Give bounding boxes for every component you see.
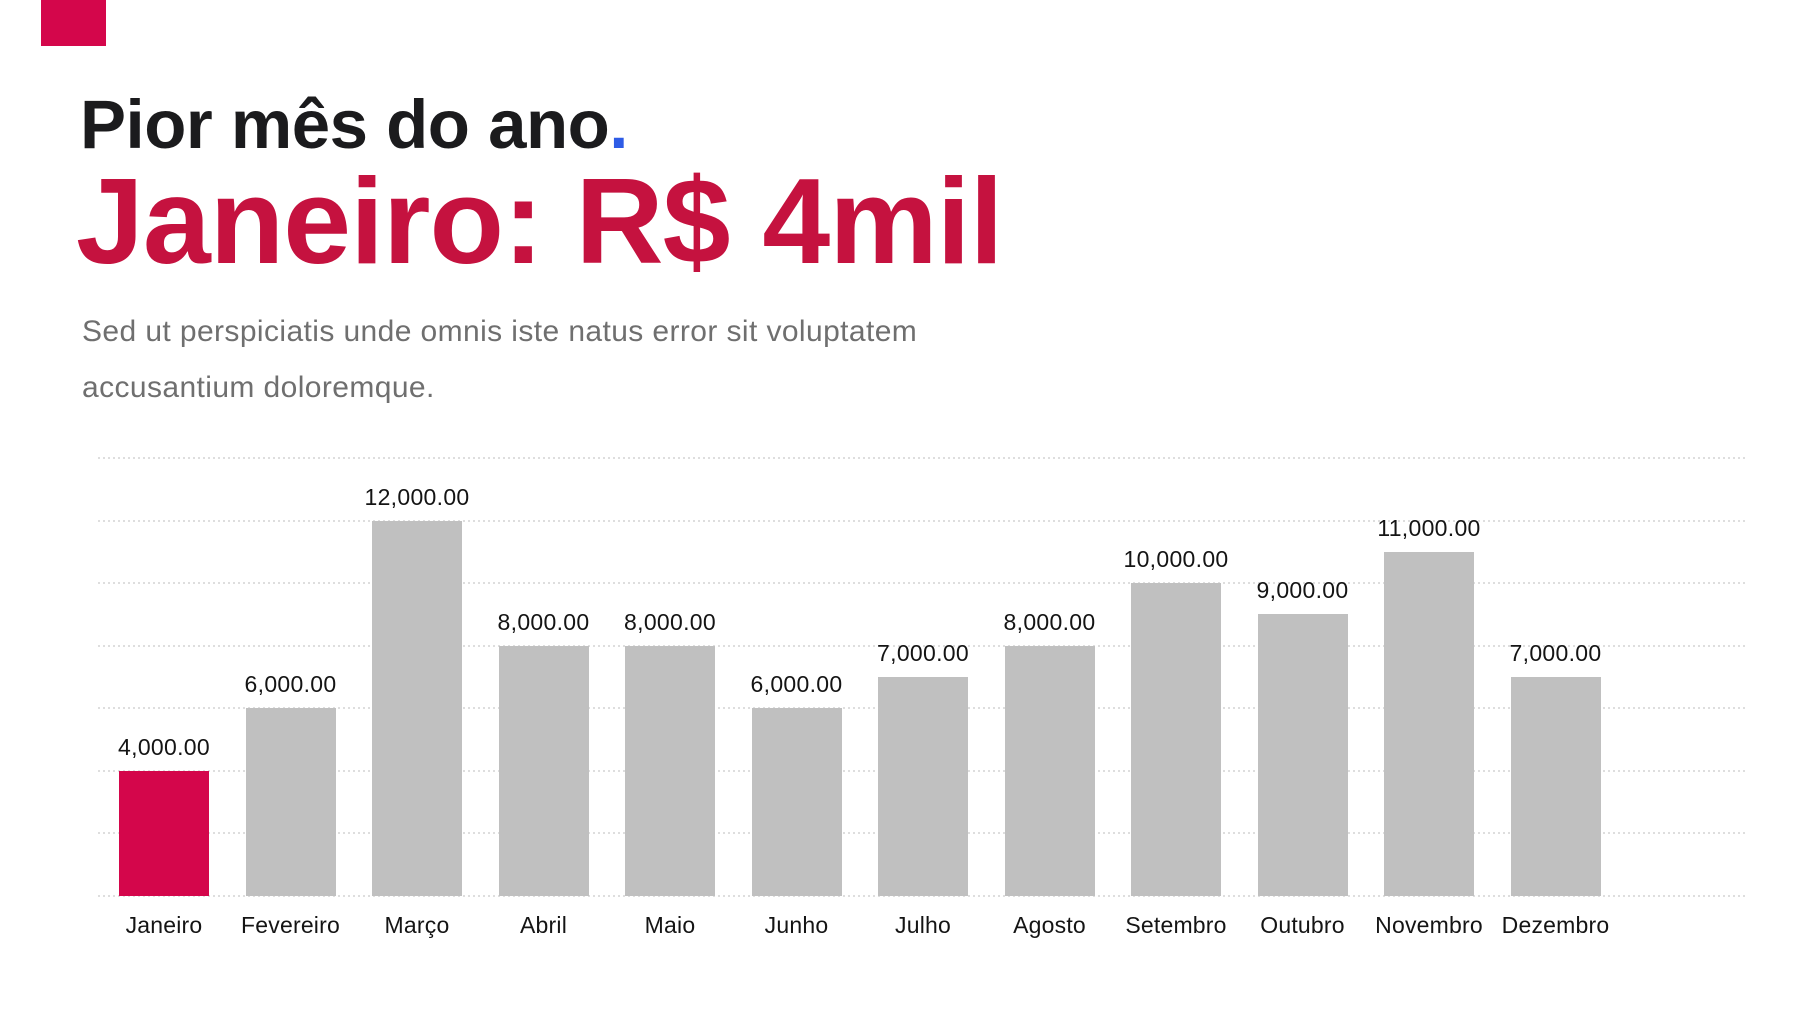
bar-janeiro bbox=[119, 770, 209, 896]
bar-value-label: 10,000.00 bbox=[1123, 546, 1229, 573]
bar-column-março: 12,000.00 Março bbox=[364, 458, 469, 938]
bar-abril bbox=[498, 645, 589, 896]
monthly-bar-chart: 4,000.00 Janeiro 6,000.00 Fevereiro 12,000.0… bbox=[98, 457, 1747, 938]
bar-março bbox=[372, 520, 462, 896]
bar-category-label: Maio bbox=[644, 912, 696, 938]
bar-value-label: 8,000.00 bbox=[624, 608, 716, 635]
gridline-10000 bbox=[98, 582, 1747, 585]
bar-category-label: Fevereiro bbox=[241, 912, 340, 938]
bar-column-maio: 8,000.00 Maio bbox=[624, 458, 716, 938]
bar-column-janeiro: 4,000.00 Janeiro bbox=[118, 458, 210, 938]
corner-accent-rect bbox=[41, 0, 106, 46]
bar-column-junho: 6,000.00 Junho bbox=[750, 458, 843, 938]
bar-category-label: Junho bbox=[764, 912, 829, 938]
bar-category-label: Outubro bbox=[1260, 912, 1345, 938]
bar-agosto bbox=[1004, 645, 1095, 896]
bar-value-label: 4,000.00 bbox=[118, 733, 210, 760]
bar-value-label: 7,000.00 bbox=[877, 640, 969, 666]
kicker-text: Pior mês do ano bbox=[80, 86, 610, 163]
bar-category-label: Agosto bbox=[1013, 912, 1086, 938]
bar-column-outubro: 9,000.00 Outubro bbox=[1256, 458, 1349, 938]
bar-fevereiro bbox=[245, 708, 336, 896]
bar-column-novembro: 11,000.00 Novembro bbox=[1375, 458, 1483, 938]
bar-column-fevereiro: 6,000.00 Fevereiro bbox=[241, 458, 340, 938]
kicker-heading: Pior mês do ano. bbox=[80, 90, 628, 159]
bar-value-label: 12,000.00 bbox=[364, 483, 470, 510]
gridline-14000 bbox=[98, 457, 1747, 459]
bar-category-label: Novembro bbox=[1375, 912, 1483, 938]
slide-title: Janeiro: R$ 4mil bbox=[76, 153, 1003, 289]
kicker-period-dot: . bbox=[609, 86, 628, 163]
bar-value-label: 8,000.00 bbox=[1003, 608, 1096, 635]
gridline-8000 bbox=[98, 644, 1747, 647]
bar-value-label: 6,000.00 bbox=[750, 671, 843, 698]
bar-value-label: 9,000.00 bbox=[1256, 577, 1349, 604]
bar-category-label: Dezembro bbox=[1501, 912, 1610, 938]
bar-column-abril: 8,000.00 Abril bbox=[497, 458, 590, 938]
bar-julho bbox=[878, 677, 968, 896]
bar-dezembro bbox=[1510, 677, 1601, 896]
bar-column-setembro: 10,000.00 Setembro bbox=[1123, 458, 1228, 938]
gridline-12000 bbox=[98, 519, 1747, 522]
bar-value-label: 8,000.00 bbox=[497, 608, 590, 635]
bar-column-julho: 7,000.00 Julho bbox=[877, 458, 969, 938]
bar-value-label: 6,000.00 bbox=[244, 671, 337, 698]
subtitle-line-1: Sed ut perspiciatis unde omnis iste natu… bbox=[82, 315, 918, 348]
bar-category-label: Abril bbox=[519, 912, 568, 938]
bar-maio bbox=[625, 645, 715, 896]
bar-category-label: Janeiro bbox=[125, 912, 203, 938]
bar-setembro bbox=[1131, 583, 1221, 896]
gridline-0 bbox=[98, 895, 1747, 897]
bar-novembro bbox=[1384, 551, 1474, 896]
bar-value-label: 11,000.00 bbox=[1377, 514, 1481, 541]
bar-column-dezembro: 7,000.00 Dezembro bbox=[1502, 458, 1610, 938]
subtitle-line-2: accusantium doloremque. bbox=[82, 371, 435, 404]
bar-column-agosto: 8,000.00 Agosto bbox=[1003, 458, 1096, 938]
bar-category-label: Março bbox=[384, 912, 450, 938]
bar-value-label: 7,000.00 bbox=[1509, 640, 1602, 666]
bar-category-label: Julho bbox=[895, 912, 951, 938]
slide-subtitle: Sed ut perspiciatis unde omnis iste natu… bbox=[82, 304, 917, 416]
bar-category-label: Setembro bbox=[1125, 912, 1227, 938]
bar-outubro bbox=[1257, 614, 1348, 896]
bar-junho bbox=[751, 708, 842, 896]
